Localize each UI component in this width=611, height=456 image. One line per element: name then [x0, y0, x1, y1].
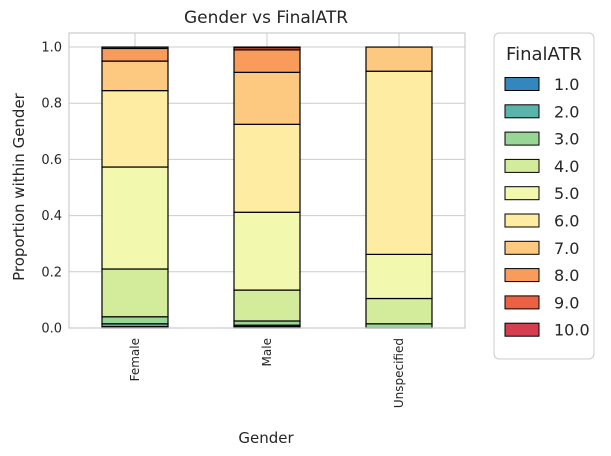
legend-swatch	[504, 240, 540, 255]
bar-segment-unspecified-7-0	[365, 46, 433, 72]
legend: FinalATR 1.0 2.0 3.0 4.0 5.0 6.0 7.0 8.0 9.0 10.0	[493, 32, 595, 360]
bar-segment-unspecified-3-0	[365, 323, 433, 329]
legend-title: FinalATR	[506, 44, 582, 65]
legend-entry-label: 2.0	[554, 102, 579, 121]
legend-entry-label: 5.0	[554, 184, 579, 203]
bar-segment-male-7-0	[233, 71, 301, 125]
plot-area	[68, 32, 466, 329]
x-axis-ticks: Female Male Unspecified	[128, 338, 406, 408]
legend-swatch	[504, 322, 540, 337]
plot-frame	[68, 32, 466, 329]
bar-segment-female-3-0	[101, 316, 169, 325]
y-tick-label: 0.0	[41, 322, 62, 337]
legend-swatch	[504, 158, 540, 173]
bars	[101, 46, 433, 329]
legend-entry-label: 6.0	[554, 212, 579, 231]
legend-entry-label: 7.0	[554, 239, 579, 258]
legend-swatch	[504, 104, 540, 119]
y-axis-label: Proportion within Gender	[10, 92, 28, 281]
bar-segment-unspecified-4-0	[365, 297, 433, 325]
x-tick-label: Unspecified	[392, 338, 406, 408]
legend-swatch	[504, 77, 540, 91]
bar-segment-female-6-0	[101, 89, 169, 168]
legend-entry-label: 10.0	[554, 321, 590, 340]
bar-segment-female-7-0	[101, 60, 169, 92]
legend-swatch	[504, 186, 540, 201]
legend-entry-label: 8.0	[554, 266, 579, 285]
chart-title: Gender vs FinalATR	[184, 8, 348, 28]
legend-swatch	[504, 213, 540, 228]
y-tick-label: 0.8	[41, 97, 62, 112]
y-axis-ticks: 0.0 0.2 0.4 0.6 0.8 1.0	[41, 41, 62, 337]
x-axis-label: Gender	[238, 429, 294, 447]
x-tick-label: Female	[128, 338, 142, 381]
bar-segment-male-10-0	[233, 46, 301, 49]
bar-segment-male-3-0	[233, 320, 301, 326]
bar-segment-unspecified-5-0	[365, 253, 433, 300]
legend-entry-label: 3.0	[554, 130, 579, 149]
legend-items: 1.0 2.0 3.0 4.0 5.0 6.0 7.0 8.0 9.0 10.0	[504, 75, 590, 340]
bar-segment-male-8-0	[233, 49, 301, 73]
bar-segment-female-4-0	[101, 268, 169, 318]
y-tick-label: 0.4	[41, 209, 62, 224]
legend-entry-label: 9.0	[554, 293, 579, 312]
bar-segment-male-5-0	[233, 211, 301, 291]
bar-segment-female-9-0	[101, 46, 169, 50]
legend-entry-label: 1.0	[554, 75, 579, 94]
y-tick-label: 0.2	[41, 265, 62, 280]
legend-swatch	[504, 295, 540, 310]
bar-segment-female-5-0	[101, 166, 169, 270]
legend-swatch	[504, 268, 540, 283]
bar-segment-female-8-0	[101, 47, 169, 62]
bar-segment-male-4-0	[233, 289, 301, 322]
x-tick-label: Male	[260, 338, 274, 366]
legend-entry-label: 4.0	[554, 157, 579, 176]
y-tick-label: 1.0	[41, 41, 62, 56]
legend-swatch	[504, 131, 540, 146]
bar-segment-male-6-0	[233, 123, 301, 213]
y-tick-label: 0.6	[41, 153, 62, 168]
bar-segment-unspecified-6-0	[365, 70, 433, 255]
